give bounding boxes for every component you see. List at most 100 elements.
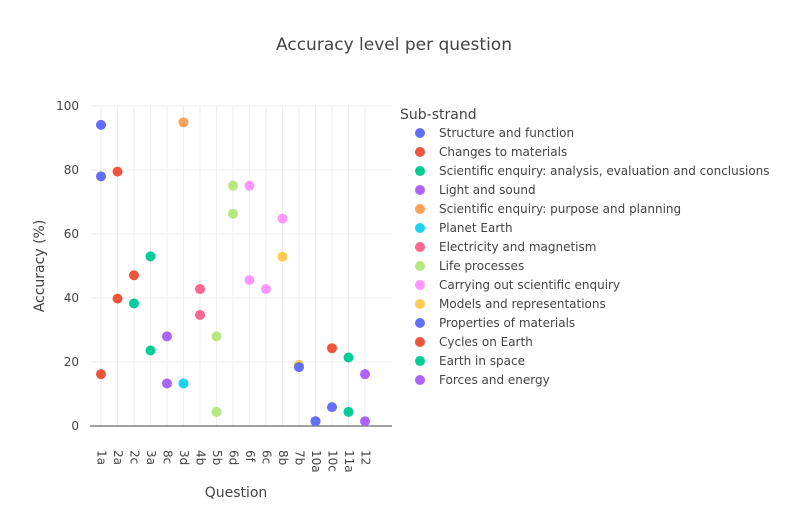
data-point[interactable] — [129, 270, 139, 281]
legend-label: Cycles on Earth — [439, 335, 533, 349]
data-point[interactable] — [195, 309, 205, 320]
data-point[interactable] — [343, 406, 354, 417]
legend-item[interactable]: Scientific enquiry: analysis, evaluation… — [415, 164, 770, 178]
legend-marker — [415, 204, 425, 214]
x-tick-label: 12 — [359, 450, 373, 465]
legend-item[interactable]: Cycles on Earth — [415, 335, 533, 349]
x-tick-label: 10a — [309, 450, 323, 473]
data-point[interactable] — [244, 180, 255, 191]
x-tick-label: 3a — [144, 450, 158, 465]
data-point[interactable] — [244, 275, 255, 286]
legend-label: Electricity and magnetism — [439, 240, 596, 254]
y-tick-label: 60 — [64, 227, 79, 241]
legend-label: Changes to materials — [439, 145, 567, 159]
legend-label: Earth in space — [439, 354, 525, 368]
x-tick-label: 4b — [194, 450, 208, 465]
legend-marker — [415, 223, 425, 233]
legend-item[interactable]: Carrying out scientific enquiry — [415, 278, 620, 292]
y-tick-label: 40 — [64, 291, 79, 305]
legend-label: Planet Earth — [439, 221, 513, 235]
data-point[interactable] — [96, 119, 106, 130]
x-tick-label: 1a — [95, 450, 109, 465]
legend-item[interactable]: Structure and function — [415, 126, 574, 140]
x-tick-label: 11a — [342, 450, 356, 473]
y-tick-label: 0 — [71, 419, 79, 433]
legend-marker — [415, 356, 425, 366]
data-point[interactable] — [327, 402, 337, 413]
data-point[interactable] — [211, 406, 222, 417]
data-point[interactable] — [96, 369, 106, 380]
legend-title: Sub-strand — [400, 107, 477, 123]
legend-label: Scientific enquiry: analysis, evaluation… — [439, 164, 770, 178]
data-point[interactable] — [343, 352, 354, 363]
data-point[interactable] — [211, 331, 222, 342]
data-point[interactable] — [294, 362, 304, 373]
legend-item[interactable]: Forces and energy — [415, 373, 550, 387]
legend-label: Life processes — [439, 259, 524, 273]
legend-label: Forces and energy — [439, 373, 550, 387]
x-tick-label: 8c — [161, 450, 175, 464]
legend-marker — [415, 185, 425, 195]
data-point[interactable] — [145, 345, 156, 356]
legend-marker — [415, 166, 425, 176]
legend-label: Carrying out scientific enquiry — [439, 278, 620, 292]
y-tick-label: 20 — [64, 355, 79, 369]
legend-marker — [415, 242, 425, 252]
legend-item[interactable]: Properties of materials — [415, 316, 575, 330]
data-point[interactable] — [162, 378, 172, 389]
x-tick-label: 7b — [293, 450, 307, 465]
data-point[interactable] — [145, 251, 156, 262]
x-tick-label: 5b — [210, 450, 224, 465]
legend-marker — [415, 147, 425, 157]
data-point[interactable] — [261, 284, 271, 295]
x-tick-label: 2c — [128, 450, 142, 464]
legend-item[interactable]: Changes to materials — [415, 145, 567, 159]
legend-item[interactable]: Light and sound — [415, 183, 536, 197]
x-tick-label: 6c — [260, 450, 274, 464]
legend-marker — [415, 280, 425, 290]
x-tick-label: 6f — [243, 450, 257, 463]
legend-item[interactable]: Scientific enquiry: purpose and planning — [415, 202, 681, 216]
data-point[interactable] — [327, 343, 337, 354]
data-point[interactable] — [277, 251, 288, 262]
data-point[interactable] — [96, 171, 106, 182]
x-tick-label: 3d — [177, 450, 191, 465]
legend-marker — [415, 128, 425, 138]
data-point[interactable] — [112, 293, 123, 304]
legend-item[interactable]: Electricity and magnetism — [415, 240, 596, 254]
legend-marker — [415, 261, 425, 271]
legend-label: Structure and function — [439, 126, 574, 140]
data-point[interactable] — [310, 416, 321, 427]
legend: Sub-strand Structure and function Changes … — [400, 107, 770, 387]
legend-item[interactable]: Models and representations — [415, 297, 606, 311]
legend-marker — [415, 337, 425, 347]
legend-item[interactable]: Earth in space — [415, 354, 525, 368]
data-point[interactable] — [112, 166, 123, 177]
x-tick-label: 6d — [227, 450, 241, 465]
y-axis-title: Accuracy (%) — [32, 220, 48, 313]
legend-label: Light and sound — [439, 183, 536, 197]
data-point[interactable] — [228, 180, 238, 191]
x-tick-label: 8b — [276, 450, 290, 465]
gridlines — [90, 105, 392, 426]
data-point[interactable] — [178, 117, 189, 128]
legend-item[interactable]: Life processes — [415, 259, 524, 273]
data-point[interactable] — [360, 369, 370, 380]
data-point[interactable] — [195, 284, 205, 295]
data-point[interactable] — [162, 331, 172, 342]
y-tick-label: 100 — [56, 99, 79, 113]
data-point[interactable] — [129, 298, 139, 309]
legend-item[interactable]: Planet Earth — [415, 221, 513, 235]
data-point[interactable] — [360, 416, 370, 427]
legend-label: Properties of materials — [439, 316, 575, 330]
data-point[interactable] — [228, 208, 238, 219]
legend-label: Models and representations — [439, 297, 606, 311]
legend-marker — [415, 318, 425, 328]
x-tick-label: 2a — [111, 450, 125, 465]
x-tick-label: 10c — [326, 450, 340, 472]
data-point[interactable] — [277, 213, 288, 224]
data-point[interactable] — [178, 378, 189, 389]
